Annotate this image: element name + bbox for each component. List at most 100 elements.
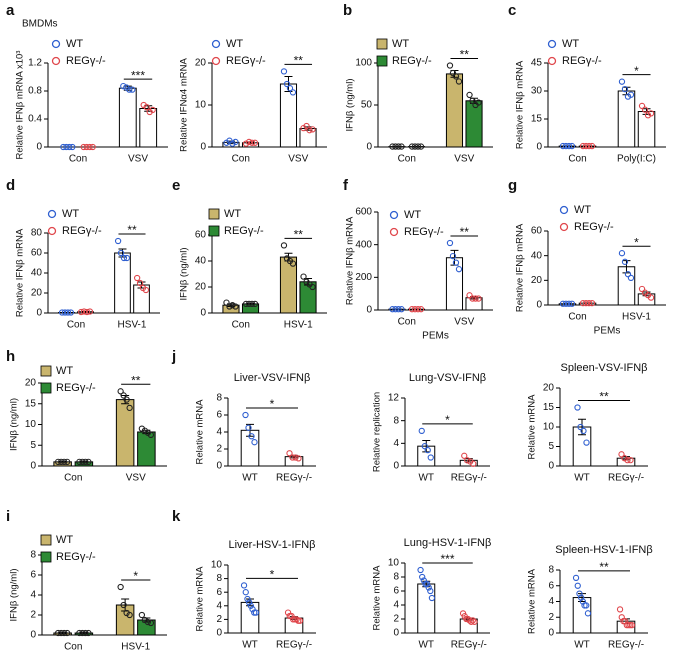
data-point	[624, 271, 632, 278]
x-tick-label: REGγ-/-	[608, 473, 644, 484]
y-tick-label: 0	[536, 142, 542, 153]
x-tick-label: Con	[232, 320, 250, 331]
data-point	[126, 611, 133, 619]
data-point	[248, 139, 256, 146]
significance-label: *	[634, 235, 639, 249]
data-point	[475, 295, 482, 302]
data-point	[293, 616, 300, 623]
y-tick-label: 2	[548, 612, 554, 623]
x-tick-label: WT	[418, 640, 434, 651]
x-tick-label: WT	[242, 473, 258, 484]
data-point	[452, 259, 460, 266]
y-tick-label: 6	[30, 570, 36, 581]
data-point	[147, 619, 155, 627]
data-point	[86, 308, 94, 315]
data-point	[296, 617, 304, 624]
x-tick-label: VSV	[128, 154, 148, 165]
x-tick-label: WT	[242, 640, 258, 651]
y-axis-label: IFNβ (ng/ml)	[179, 248, 190, 301]
data-point	[54, 629, 62, 637]
y-tick-label: 6	[548, 580, 554, 591]
legend-label: WT	[562, 38, 579, 50]
data-point	[280, 68, 288, 75]
y-tick-label: 5	[548, 441, 554, 452]
y-axis-label: Relative mRNA	[372, 565, 383, 631]
legend-marker	[40, 534, 52, 546]
bar	[572, 597, 592, 634]
data-point	[144, 618, 152, 626]
y-tick-label: 20	[531, 275, 543, 286]
data-point	[280, 242, 288, 249]
data-point	[83, 143, 90, 151]
legend-marker	[211, 56, 221, 66]
x-tick-label: REGγ-/-	[276, 640, 312, 651]
y-tick-label: 0	[393, 461, 399, 472]
data-point	[392, 143, 399, 150]
legend-marker	[40, 382, 52, 394]
data-point	[63, 629, 71, 637]
data-point	[424, 446, 431, 454]
data-point	[472, 295, 479, 302]
data-point	[562, 142, 570, 150]
data-point	[470, 460, 477, 467]
data-point	[568, 300, 576, 307]
error-bar	[58, 460, 67, 463]
data-point	[85, 629, 92, 637]
panel-letter: b	[343, 2, 352, 19]
data-point	[133, 274, 141, 282]
data-point	[621, 85, 629, 93]
data-point	[469, 617, 476, 624]
data-point	[300, 273, 307, 280]
chart-title: Lung-HSV-1-IFNβ	[404, 537, 492, 549]
data-point	[249, 606, 256, 613]
data-point	[286, 85, 294, 92]
significance-label: **	[599, 390, 609, 404]
data-point	[80, 308, 88, 315]
data-point	[417, 566, 424, 574]
panel-letter: d	[6, 177, 15, 194]
legend-marker	[376, 55, 388, 67]
legend-marker	[389, 210, 399, 220]
significance-label: **	[460, 48, 470, 62]
data-point	[395, 143, 402, 150]
significance-label: ***	[440, 552, 454, 566]
x-tick-label: HSV-1	[284, 320, 313, 331]
y-tick-label: 0	[30, 461, 36, 472]
y-tick-label: 45	[531, 58, 543, 69]
data-point	[85, 458, 92, 465]
legend-label: REGγ-/-	[56, 382, 96, 394]
y-axis-label: IFNβ (ng/ml)	[9, 398, 20, 451]
y-tick-label: 0	[216, 628, 222, 639]
bar	[417, 583, 436, 634]
data-point	[580, 427, 587, 435]
bar	[118, 87, 137, 148]
y-tick-label: 10	[195, 100, 207, 111]
x-tick-label: VSV	[454, 317, 474, 328]
legend-marker	[208, 225, 220, 237]
data-point	[83, 308, 91, 316]
data-point	[420, 577, 427, 584]
data-point	[408, 143, 416, 150]
y-axis-label: IFNβ (ng/ml)	[9, 569, 20, 622]
data-point	[76, 629, 83, 637]
y-axis-label: Relative IFNβ mRNA	[15, 228, 26, 317]
y-tick-label: 8	[216, 573, 222, 584]
legend-label: WT	[56, 534, 73, 546]
data-point	[395, 306, 402, 313]
data-point	[64, 309, 72, 316]
y-tick-label: 8	[393, 572, 399, 583]
legend-marker	[547, 39, 557, 49]
x-tick-label: Con	[64, 642, 82, 653]
significance-label: ***	[131, 68, 145, 82]
significance-label: **	[131, 373, 141, 387]
data-point	[582, 142, 590, 150]
data-point	[565, 142, 573, 150]
data-point	[417, 306, 425, 313]
legend-marker	[51, 39, 61, 49]
legend-label: WT	[574, 204, 591, 216]
data-point	[136, 279, 144, 287]
x-tick-label: HSV-1	[118, 320, 147, 331]
data-point	[419, 573, 426, 581]
data-point	[574, 404, 581, 411]
panel-letter: k	[172, 508, 181, 525]
